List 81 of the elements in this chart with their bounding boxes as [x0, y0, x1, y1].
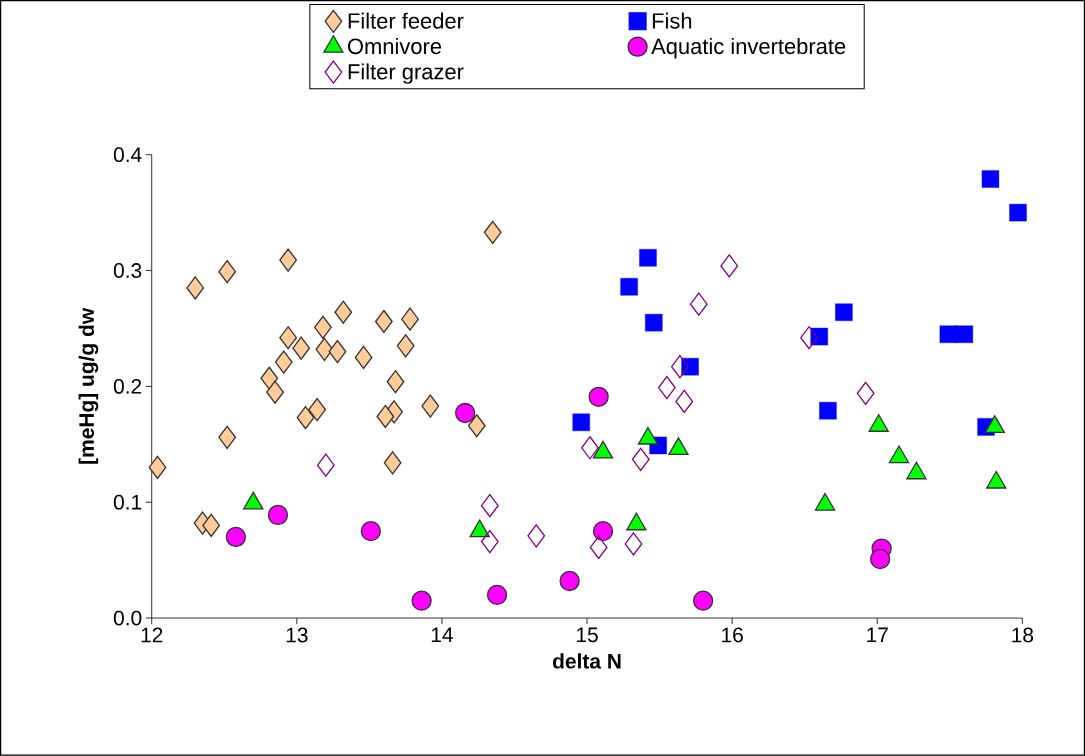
point — [218, 425, 237, 450]
point — [225, 526, 247, 548]
x-tick-label: 18 — [1012, 627, 1034, 643]
point — [955, 325, 974, 344]
x-tick-label: 13 — [286, 627, 308, 643]
point — [819, 402, 837, 420]
x-tick-label: 14 — [431, 627, 453, 643]
point — [315, 337, 334, 362]
y-tick-label: 0.2 — [113, 379, 142, 394]
point — [692, 590, 714, 611]
point — [376, 404, 395, 429]
legend-label: Filter grazer — [348, 63, 464, 84]
point — [645, 314, 663, 332]
point — [296, 406, 315, 430]
point — [260, 366, 279, 391]
point — [328, 340, 347, 364]
point — [486, 584, 508, 606]
legend-label: Aquatic invertebrate — [651, 38, 846, 59]
y-tick-label: 0.1 — [113, 494, 142, 510]
x-tick-label: 16 — [722, 627, 743, 643]
y-tick-label: 0.4 — [113, 147, 142, 163]
point — [483, 220, 502, 245]
point — [267, 504, 289, 526]
y-axis-title: [meHg] ug/g dw — [78, 307, 99, 464]
point — [218, 260, 237, 284]
legend-label: Fish — [652, 12, 692, 29]
point — [657, 376, 676, 400]
point — [386, 370, 405, 394]
point — [334, 300, 353, 325]
point — [316, 453, 335, 477]
point — [308, 398, 327, 422]
point — [624, 532, 643, 556]
legend-label: Filter feeder — [348, 12, 464, 29]
point — [870, 548, 891, 570]
point — [480, 530, 499, 554]
point — [981, 170, 1000, 188]
point — [671, 355, 689, 379]
point — [720, 254, 739, 278]
x-tick-label: 15 — [576, 627, 598, 643]
point — [292, 336, 311, 360]
point — [527, 524, 546, 548]
point — [374, 309, 393, 334]
point — [631, 447, 650, 472]
point — [455, 402, 476, 424]
point — [202, 513, 221, 538]
point — [559, 570, 580, 592]
point — [467, 414, 486, 438]
point — [800, 326, 818, 350]
point — [620, 278, 638, 296]
point — [148, 455, 167, 480]
point — [592, 521, 614, 542]
point — [835, 303, 853, 322]
point — [186, 276, 205, 300]
legend-label: Omnivore — [347, 38, 442, 55]
point — [639, 249, 657, 267]
point — [675, 389, 694, 414]
x-axis-title: delta N — [553, 653, 621, 669]
point — [1009, 204, 1027, 222]
y-tick-label: 0.3 — [113, 263, 142, 279]
point — [689, 292, 708, 316]
point — [421, 394, 440, 418]
point — [588, 386, 609, 408]
point — [480, 494, 499, 518]
point — [396, 334, 415, 358]
point — [279, 326, 298, 350]
point — [572, 413, 590, 432]
point — [266, 380, 284, 404]
point — [581, 436, 599, 460]
point — [354, 345, 373, 370]
point — [383, 451, 402, 475]
point — [314, 315, 332, 340]
x-tick-label: 12 — [141, 627, 163, 643]
x-tick-label: 17 — [867, 627, 888, 643]
point — [274, 350, 293, 374]
point — [589, 535, 608, 560]
point — [856, 381, 875, 406]
point — [360, 521, 381, 542]
point — [401, 307, 419, 331]
point — [279, 248, 298, 272]
y-tick-label: 0.0 — [113, 610, 142, 626]
point — [411, 590, 432, 611]
